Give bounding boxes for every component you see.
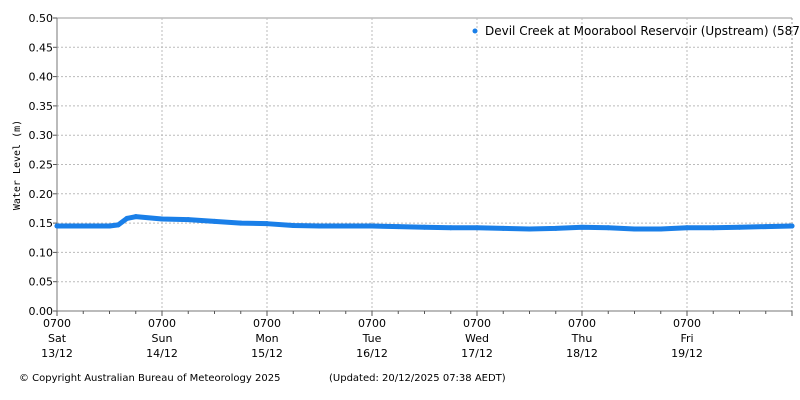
data-point bbox=[290, 222, 296, 228]
data-point bbox=[527, 226, 532, 232]
x-tick-label: Mon bbox=[255, 332, 278, 345]
y-tick-label: 0.50 bbox=[29, 12, 54, 25]
data-point bbox=[395, 224, 401, 230]
legend-label: Devil Creek at Moorabool Reservoir (Upst… bbox=[485, 24, 800, 38]
x-tick-label: 0700 bbox=[358, 317, 386, 330]
y-axis: 0.00 0.05 0.10 0.15 0.20 0.25 0.30 0.35 0.40 0.45… bbox=[29, 12, 58, 318]
x-tick-label: Wed bbox=[465, 332, 489, 345]
x-tick-label: Sat bbox=[48, 332, 67, 345]
y-tick-label: 0.05 bbox=[29, 276, 54, 289]
y-tick-label: 0.35 bbox=[29, 100, 54, 113]
x-tick-label: 0700 bbox=[673, 317, 701, 330]
y-tick-label: 0.20 bbox=[29, 188, 54, 201]
data-point bbox=[763, 224, 769, 230]
data-point bbox=[579, 224, 585, 230]
data-point bbox=[553, 225, 559, 231]
data-point bbox=[238, 220, 244, 226]
data-point bbox=[789, 223, 795, 229]
x-tick-label: 0700 bbox=[43, 317, 71, 330]
y-tick-label: 0.10 bbox=[29, 246, 54, 259]
x-tick-label: 0700 bbox=[568, 317, 596, 330]
legend: Devil Creek at Moorabool Reservoir (Upst… bbox=[472, 24, 800, 38]
data-point bbox=[185, 217, 191, 223]
x-tick-label: 15/12 bbox=[251, 347, 283, 360]
x-tick-label: 17/12 bbox=[461, 347, 493, 360]
updated-text: (Updated: 20/12/2025 07:38 AEDT) bbox=[329, 373, 506, 384]
data-point bbox=[710, 225, 716, 231]
data-point bbox=[737, 224, 742, 230]
data-point bbox=[159, 216, 165, 222]
data-point bbox=[115, 222, 121, 228]
x-tick-label: 0700 bbox=[463, 317, 491, 330]
x-tick-label: 18/12 bbox=[566, 347, 598, 360]
data-point bbox=[343, 223, 349, 229]
data-point bbox=[448, 225, 454, 231]
data-point bbox=[264, 221, 270, 227]
data-point bbox=[632, 226, 637, 232]
y-tick-label: 0.25 bbox=[29, 159, 54, 172]
data-point bbox=[212, 218, 217, 224]
data-point bbox=[605, 225, 611, 231]
data-point bbox=[500, 225, 506, 231]
data-point bbox=[658, 226, 664, 232]
x-tick-label: 14/12 bbox=[146, 347, 178, 360]
water-level-chart: 0.00 0.05 0.10 0.15 0.20 0.25 0.30 0.35 0.40 0.45… bbox=[12, 12, 800, 360]
x-tick-label: 0700 bbox=[253, 317, 281, 330]
y-tick-label: 0.45 bbox=[29, 41, 54, 54]
data-point bbox=[369, 223, 375, 229]
copyright-text: © Copyright Australian Bureau of Meteoro… bbox=[19, 373, 281, 384]
data-point bbox=[133, 214, 139, 220]
grid bbox=[57, 17, 793, 311]
x-tick-label: 16/12 bbox=[356, 347, 388, 360]
data-point bbox=[474, 225, 480, 231]
data-point bbox=[124, 215, 130, 221]
data-point bbox=[317, 223, 322, 229]
x-tick-label: Tue bbox=[362, 332, 382, 345]
x-axis: 0700 Sat 13/12 0700 Sun 14/12 0700 Mon 15/12 0700… bbox=[41, 310, 793, 360]
x-tick-label: Thu bbox=[571, 332, 593, 345]
x-tick-label: Sun bbox=[152, 332, 173, 345]
y-axis-label: Water Level (m) bbox=[12, 120, 23, 210]
y-tick-label: 0.30 bbox=[29, 129, 54, 142]
y-tick-label: 0.40 bbox=[29, 71, 54, 84]
data-point bbox=[684, 225, 690, 231]
data-point bbox=[422, 224, 427, 230]
series-water-level bbox=[54, 214, 795, 232]
y-tick-label: 0.15 bbox=[29, 217, 54, 230]
x-tick-label: Fri bbox=[680, 332, 693, 345]
y-tick-label: 0.00 bbox=[29, 305, 54, 318]
x-tick-label: 19/12 bbox=[671, 347, 703, 360]
x-tick-label: 0700 bbox=[148, 317, 176, 330]
legend-marker bbox=[472, 28, 478, 34]
data-point bbox=[54, 223, 60, 229]
data-point bbox=[80, 223, 86, 229]
data-point bbox=[107, 223, 112, 229]
x-tick-label: 13/12 bbox=[41, 347, 73, 360]
